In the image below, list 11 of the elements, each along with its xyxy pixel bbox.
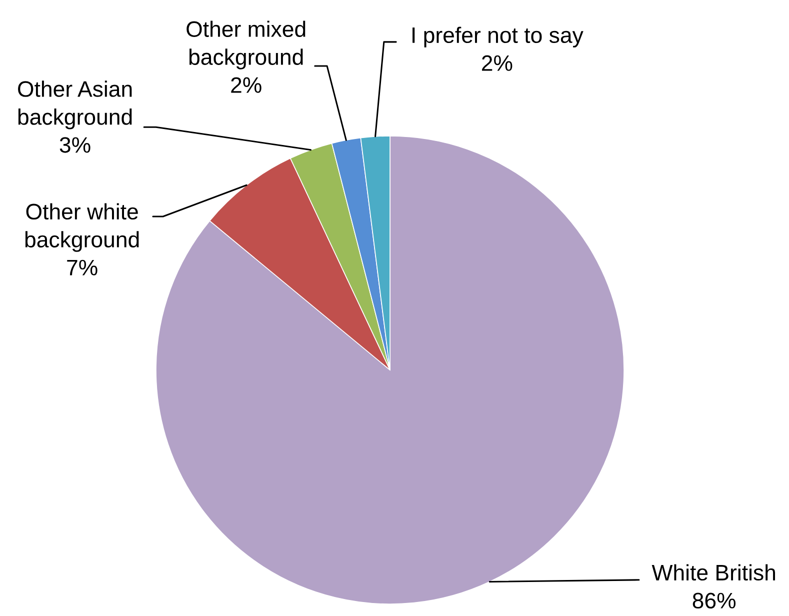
slice-label: I prefer not to say [412, 26, 584, 48]
data-label: 86% [692, 592, 736, 608]
data-label: 3% [60, 137, 90, 153]
slice-label: Other mixed background [186, 20, 306, 70]
slice-label: White British [652, 564, 776, 581]
data-label: 2% [482, 55, 512, 71]
data-label: 2% [231, 77, 262, 93]
data-label: 7% [67, 260, 98, 276]
slice-label: Other Asian background [18, 80, 132, 130]
pie-slice [156, 136, 624, 604]
slice-label: Other white background [25, 203, 139, 252]
